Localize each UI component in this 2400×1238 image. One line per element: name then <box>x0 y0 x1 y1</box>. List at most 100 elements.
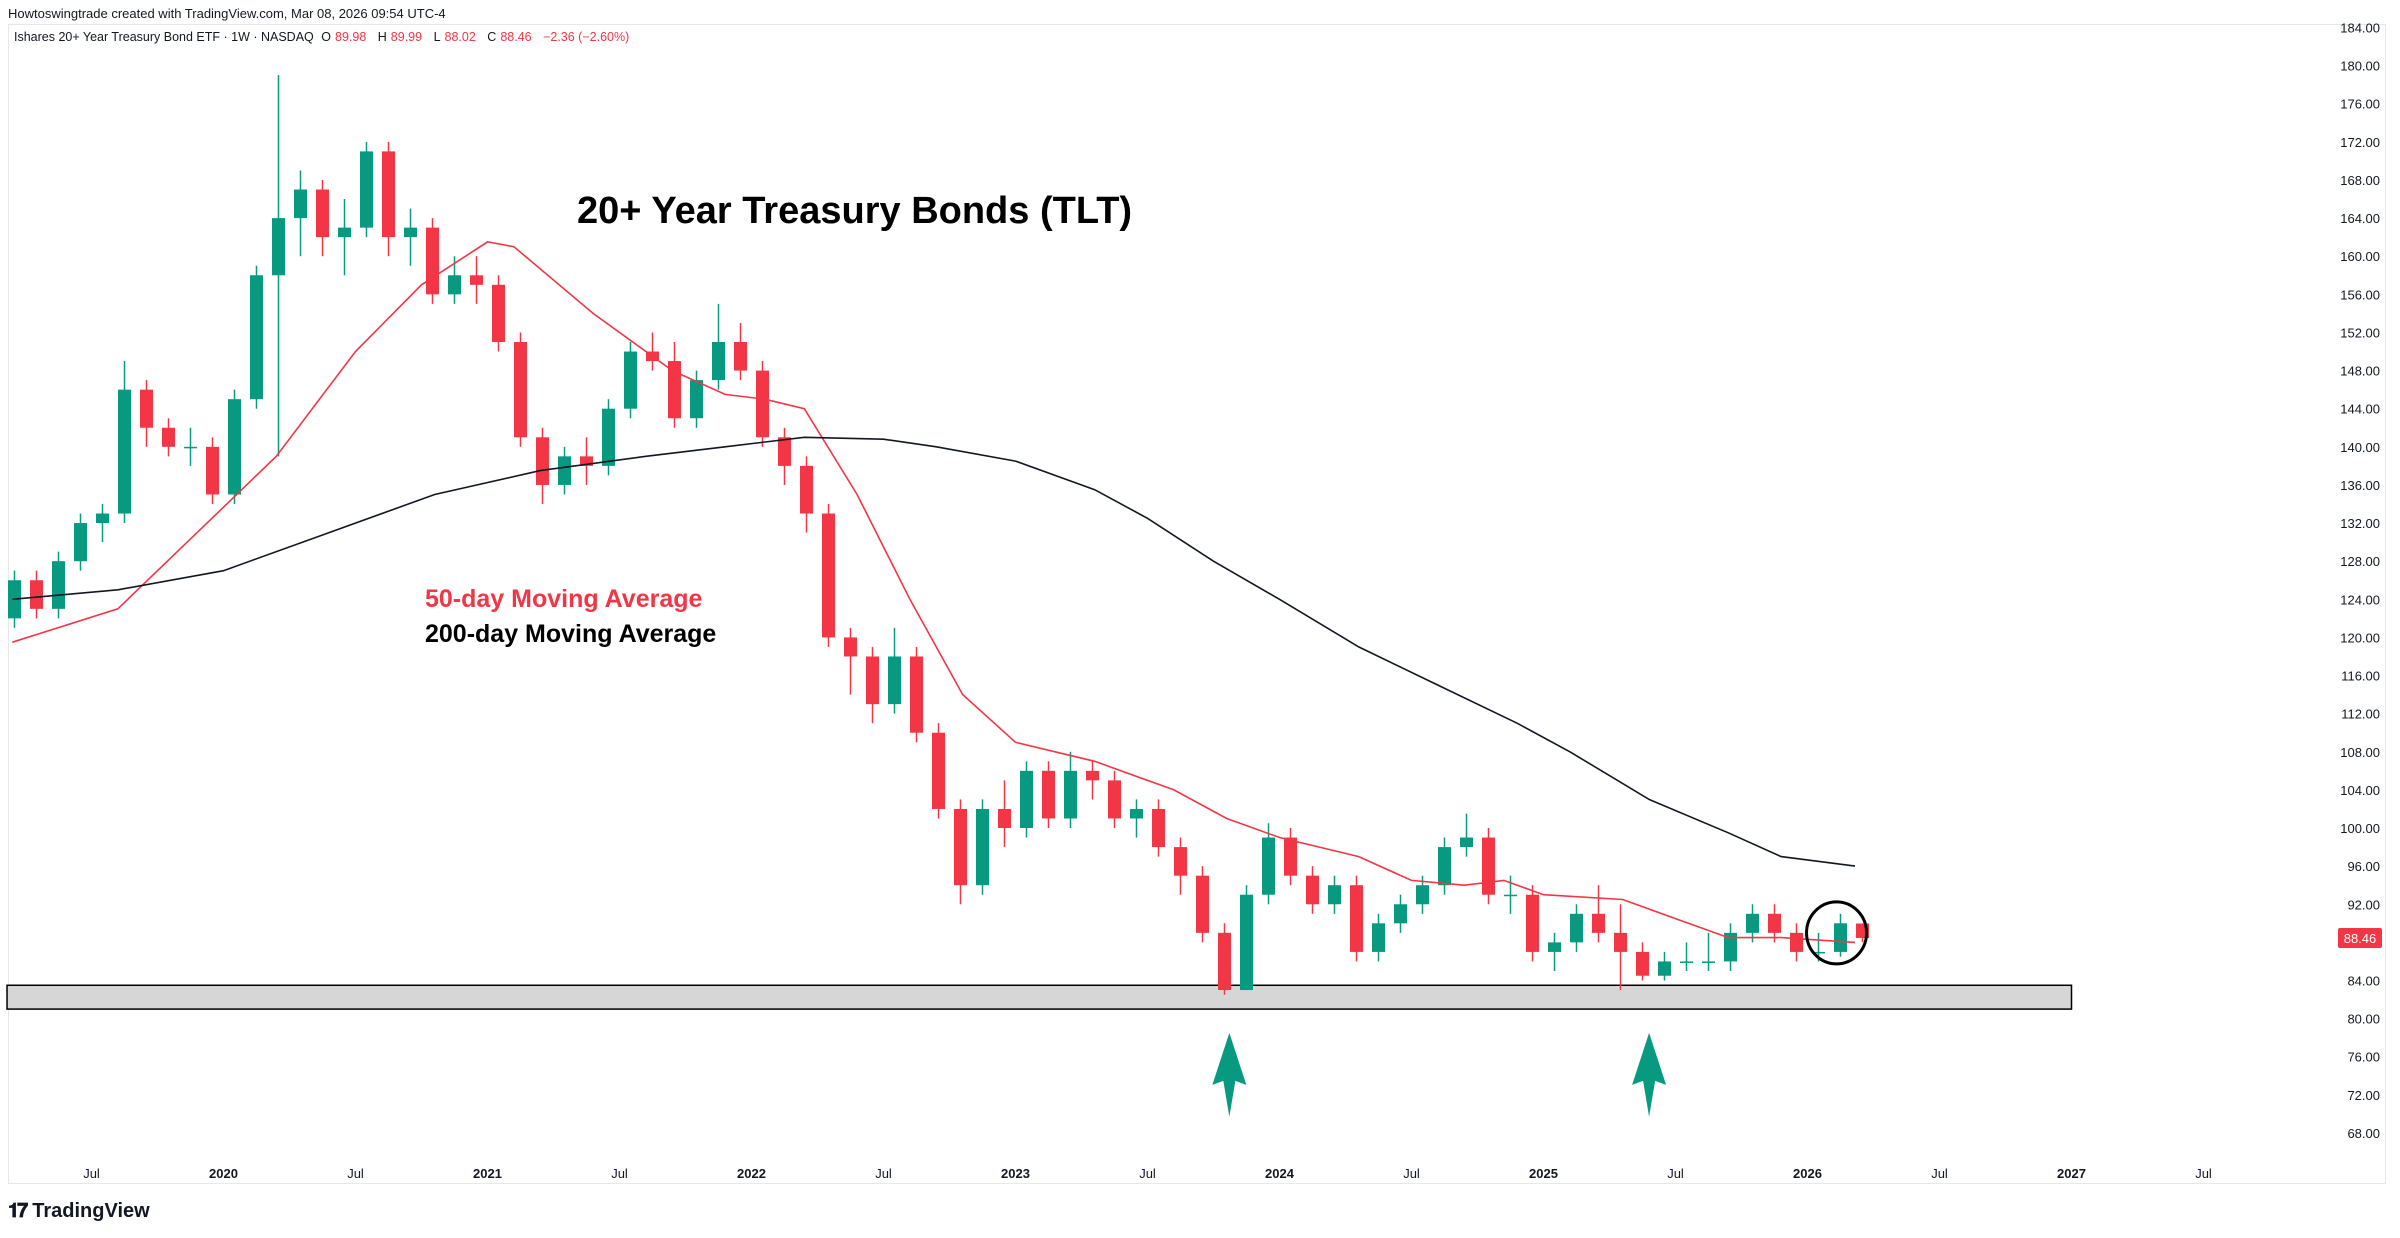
ma50-line <box>12 241 1856 944</box>
candle-body <box>1372 923 1385 952</box>
y-tick-label: 160.00 <box>2340 249 2380 264</box>
brand-name: TradingView <box>32 1200 150 1222</box>
candle-body <box>1416 885 1429 905</box>
tradingview-logo-icon: 𝟏𝟕 <box>8 1200 28 1222</box>
candle-body <box>1790 932 1803 952</box>
y-tick-label: 148.00 <box>2340 364 2380 379</box>
y-tick-label: 152.00 <box>2340 325 2380 340</box>
candle-body <box>1570 913 1583 943</box>
candle-body <box>492 284 505 342</box>
candle-body <box>1196 875 1209 933</box>
up-arrow-icon <box>1632 1032 1667 1117</box>
candle-body <box>1834 923 1847 952</box>
candle-body <box>1636 951 1649 976</box>
candle-body <box>602 408 615 466</box>
candle-body <box>1306 875 1319 905</box>
symbol-description: Ishares 20+ Year Treasury Bond ETF · 1W … <box>14 30 314 44</box>
support-zone <box>6 984 2073 1010</box>
x-tick-label: Jul <box>1931 1166 1948 1181</box>
candle-body <box>1680 961 1693 963</box>
x-tick-label: Jul <box>83 1166 100 1181</box>
y-tick-label: 108.00 <box>2340 745 2380 760</box>
candle-body <box>690 380 703 419</box>
candle-body <box>580 456 593 466</box>
y-tick-label: 176.00 <box>2340 97 2380 112</box>
x-tick-label: 2025 <box>1529 1166 1558 1181</box>
candle-body <box>734 341 747 371</box>
candle-body <box>162 427 175 447</box>
ma200-label: 200-day Moving Average <box>425 620 716 648</box>
candle-body <box>1174 847 1187 876</box>
y-tick-label: 72.00 <box>2347 1088 2380 1103</box>
y-tick-label: 124.00 <box>2340 592 2380 607</box>
candle-body <box>1328 885 1341 905</box>
tradingview-logo[interactable]: 𝟏𝟕 TradingView <box>8 1200 150 1223</box>
y-tick-label: 140.00 <box>2340 440 2380 455</box>
candle-body <box>1284 837 1297 876</box>
x-tick-label: Jul <box>875 1166 892 1181</box>
last-price-badge <box>2338 927 2382 948</box>
candle-body <box>998 808 1011 829</box>
low-value: L 88.02 <box>433 30 476 44</box>
x-tick-label: Jul <box>1667 1166 1684 1181</box>
y-tick-label: 92.00 <box>2347 897 2380 912</box>
candle-body <box>96 513 109 524</box>
y-tick-label: 132.00 <box>2340 516 2380 531</box>
ma200-line <box>12 436 1856 867</box>
y-tick-label: 116.00 <box>2341 669 2380 684</box>
candle-body <box>382 151 395 238</box>
y-tick-label: 84.00 <box>2347 974 2380 989</box>
x-tick-label: 2023 <box>1001 1166 1030 1181</box>
candle-body <box>1460 837 1473 848</box>
y-tick-label: 164.00 <box>2340 211 2380 226</box>
open-value: O 89.98 <box>321 30 367 44</box>
candle-body <box>1394 904 1407 924</box>
candle-body <box>822 513 835 638</box>
y-tick-label: 168.00 <box>2340 173 2380 188</box>
candle-body <box>1768 913 1781 933</box>
x-tick-label: 2026 <box>1793 1166 1822 1181</box>
x-tick-label: 2022 <box>737 1166 766 1181</box>
symbol-legend: Ishares 20+ Year Treasury Bond ETF · 1W … <box>14 30 633 44</box>
candle-body <box>294 189 307 219</box>
y-tick-label: 144.00 <box>2340 402 2380 417</box>
y-tick-label: 112.00 <box>2341 707 2380 722</box>
y-tick-label: 156.00 <box>2340 287 2380 302</box>
y-tick-label: 96.00 <box>2347 859 2380 874</box>
candle-body <box>888 656 901 705</box>
candle-body <box>338 227 351 238</box>
candle-body <box>910 656 923 733</box>
candle-body <box>30 580 43 609</box>
candle-body <box>316 189 329 238</box>
candle-body <box>866 656 879 705</box>
candle-body <box>668 361 681 419</box>
y-tick-label: 100.00 <box>2340 821 2380 836</box>
highlight-circle <box>1805 900 1869 966</box>
candle-body <box>1262 837 1275 895</box>
candle-body <box>1702 961 1715 963</box>
candle-body <box>954 808 967 886</box>
candle-body <box>514 341 527 438</box>
high-value: H 89.99 <box>377 30 423 44</box>
x-tick-label: 2024 <box>1265 1166 1295 1181</box>
candle-body <box>1658 961 1671 976</box>
x-tick-label: 2027 <box>2057 1166 2086 1181</box>
chart-title: 20+ Year Treasury Bonds (TLT) <box>577 190 1132 232</box>
candle-body <box>52 561 65 609</box>
candle-body <box>250 275 263 400</box>
candle-body <box>1746 913 1759 933</box>
candle-body <box>1240 894 1253 991</box>
y-tick-label: 172.00 <box>2340 135 2380 150</box>
candle-body <box>1438 847 1451 886</box>
candle-body <box>1614 932 1627 952</box>
close-value: C 88.46 <box>487 30 532 44</box>
candle-body <box>184 446 197 449</box>
y-tick-label: 184.00 <box>2340 21 2380 36</box>
candle-body <box>778 437 791 466</box>
y-tick-label: 76.00 <box>2347 1050 2380 1065</box>
y-tick-label: 136.00 <box>2340 478 2380 493</box>
candle-body <box>932 732 945 809</box>
last-price-label: 88.46 <box>2344 931 2377 946</box>
candle-body <box>426 227 439 295</box>
